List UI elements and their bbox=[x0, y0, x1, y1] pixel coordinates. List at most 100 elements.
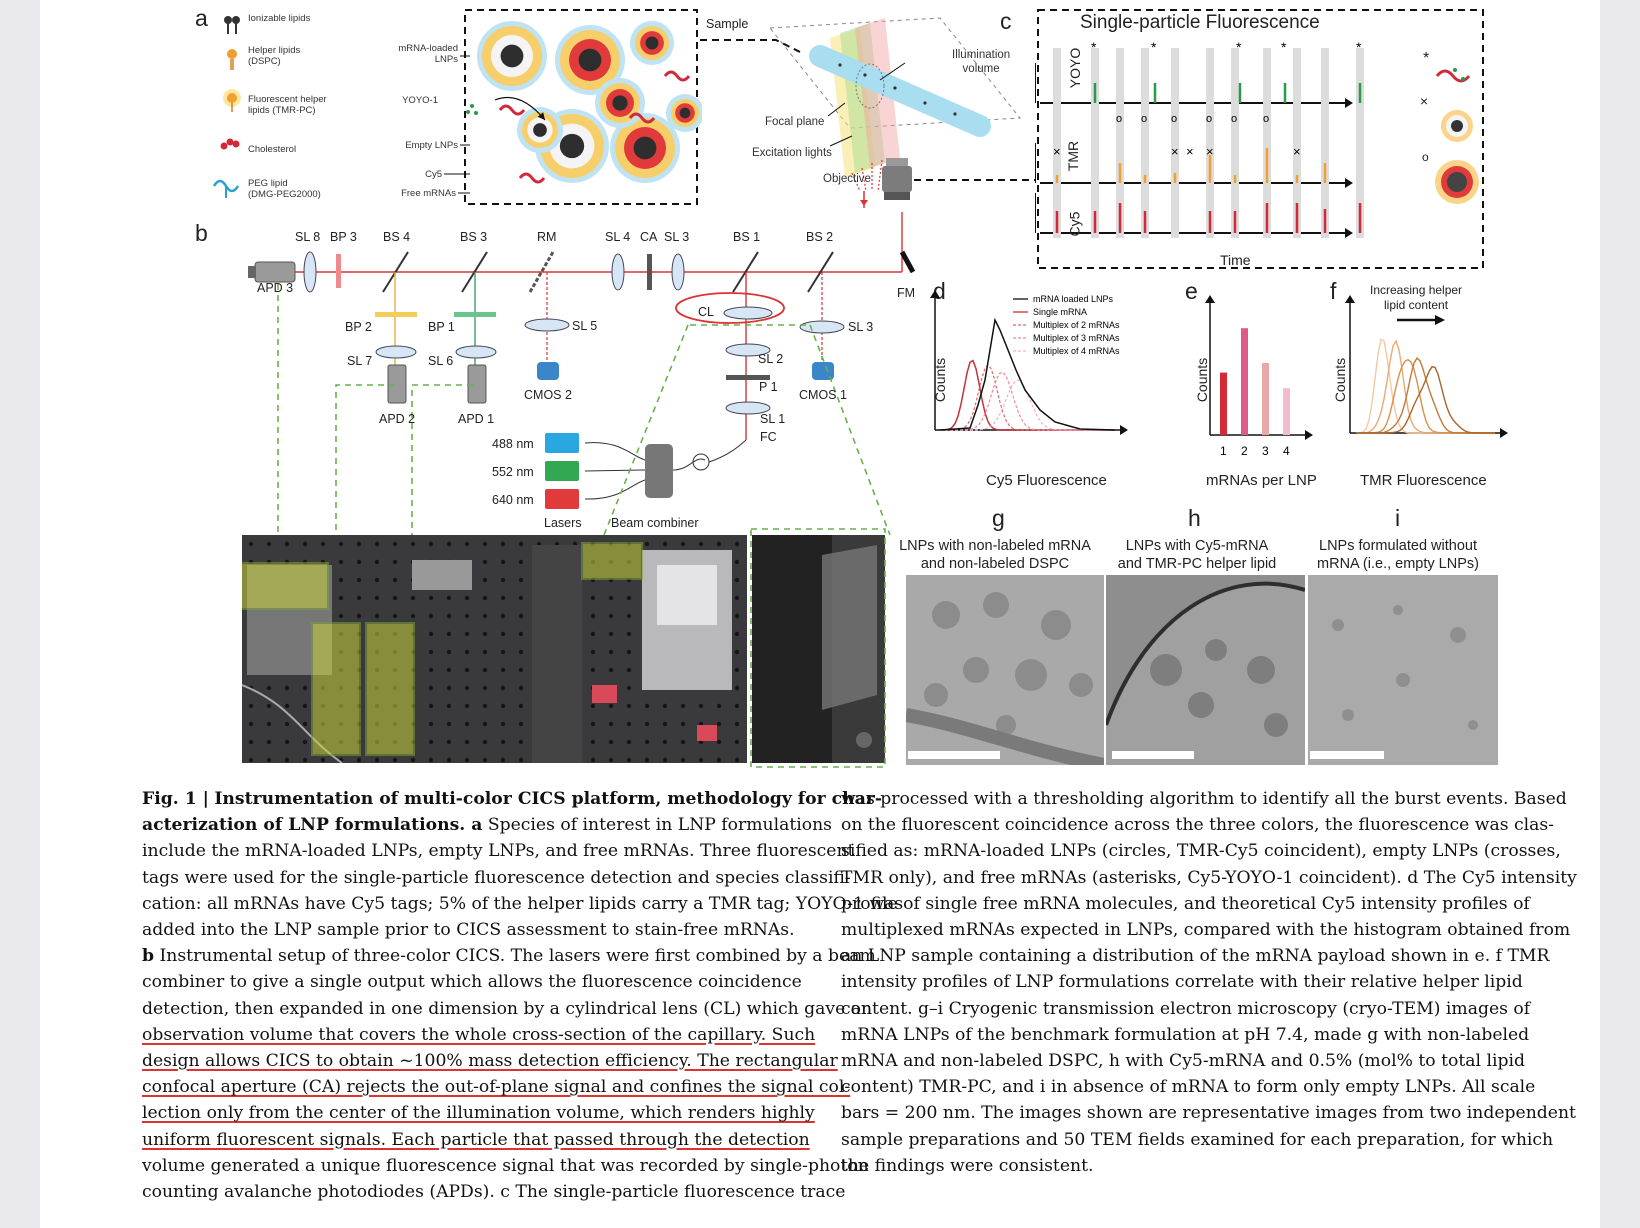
lnp-particle bbox=[630, 21, 674, 65]
caption-line: include the mRNA-loaded LNPs, empty LNPs… bbox=[142, 841, 855, 862]
label-p1: P 1 bbox=[759, 380, 778, 394]
scale-bar bbox=[1112, 751, 1194, 759]
caption-line: mRNA and non-labeled DSPC, h with Cy5-mR… bbox=[841, 1051, 1525, 1072]
panel-a-legend-icons bbox=[212, 16, 241, 198]
d-yarrow bbox=[930, 290, 940, 298]
scale-bar bbox=[1310, 751, 1384, 759]
scale-bar bbox=[908, 751, 1000, 759]
label-sl4: SL 4 bbox=[605, 230, 631, 244]
callout-empty: Empty LNPs bbox=[405, 140, 458, 151]
trace-axis-arrow bbox=[1345, 98, 1353, 108]
circle-marker: o bbox=[1171, 113, 1177, 125]
caption-line: profile of single free mRNA molecules, a… bbox=[841, 893, 1530, 914]
label-bp3: BP 3 bbox=[330, 230, 357, 244]
label-cmos1: CMOS 1 bbox=[799, 388, 847, 402]
sample-label: Sample bbox=[706, 17, 749, 31]
caption-line: added into the LNP sample prior to CICS … bbox=[142, 920, 795, 941]
caption-line: was processed with a thresholding algori… bbox=[841, 789, 1567, 809]
helper-lipid-icon bbox=[227, 49, 237, 70]
f-arrow-head bbox=[1435, 315, 1445, 325]
fig-label: Fig. 1 | bbox=[142, 789, 209, 809]
legend-peg: PEG lipid (DMG-PEG2000) bbox=[248, 178, 321, 200]
species-legend-icons bbox=[1435, 68, 1479, 204]
panel-e-xlabel: mRNAs per LNP bbox=[1206, 472, 1317, 489]
label-ca: CA bbox=[640, 230, 658, 244]
circle-marker: o bbox=[1231, 113, 1237, 125]
caption-line: Fig. 1 | Instrumentation of multi-color … bbox=[142, 786, 882, 812]
focal-plane-label: Focal plane bbox=[765, 116, 825, 128]
setup-photo-zoom bbox=[752, 535, 885, 763]
multiplex-4-curve bbox=[940, 379, 1114, 431]
yoyo-dot bbox=[474, 111, 478, 115]
single-particle-trace: * * * * * o o o o o o × × × × × bbox=[1035, 9, 1484, 269]
e-tick-label: 2 bbox=[1241, 444, 1248, 458]
fluorescent-helper-lipid-icon bbox=[223, 89, 241, 112]
burst-band bbox=[1116, 48, 1124, 238]
asterisk-marker: * bbox=[1236, 39, 1242, 55]
label-sl7: SL 7 bbox=[347, 354, 373, 368]
caption-line: mRNA LNPs of the benchmark formulation a… bbox=[841, 1024, 1530, 1045]
panel-h-letter: h bbox=[1188, 505, 1201, 531]
f-curve bbox=[1357, 365, 1495, 434]
panel-f-xlabel: TMR Fluorescence bbox=[1360, 472, 1487, 489]
lnp-particle bbox=[477, 21, 547, 91]
asterisk-marker: * bbox=[1091, 39, 1097, 55]
free-mrna bbox=[663, 70, 691, 82]
e-tick-label: 3 bbox=[1262, 444, 1269, 458]
caption-line: confocal aperture (CA) rejects the out-o… bbox=[142, 1077, 851, 1098]
e-bar bbox=[1283, 388, 1290, 435]
caption-line: detection, then expanded in one dimensio… bbox=[142, 998, 873, 1019]
caption-left: Fig. 1 | Instrumentation of multi-color … bbox=[142, 786, 903, 1205]
free-mrna bbox=[628, 112, 656, 124]
caption-line: tags were used for the single-particle f… bbox=[142, 867, 851, 888]
tem-image-h bbox=[1106, 575, 1305, 765]
setup-photo bbox=[242, 535, 747, 763]
circle-marker: o bbox=[1206, 113, 1212, 125]
label-bp2: BP 2 bbox=[345, 320, 372, 334]
e-tick-label: 1 bbox=[1220, 444, 1227, 458]
label-bp1: BP 1 bbox=[428, 320, 455, 334]
caption-line: design allows CICS to obtain ~100% mass … bbox=[142, 1051, 838, 1072]
callout-yoyo: YOYO-1 bbox=[402, 95, 438, 106]
lnp-particle bbox=[610, 113, 680, 183]
panel-f-plot bbox=[1345, 295, 1508, 438]
lnp-particle bbox=[517, 107, 563, 153]
caption-line: acterization of LNP formulations. a Spec… bbox=[142, 815, 832, 836]
yoyo-dot bbox=[470, 104, 474, 108]
circle-marker: o bbox=[1263, 113, 1269, 125]
panel-d-ylabel: Counts bbox=[932, 357, 949, 403]
cross-marker: × bbox=[1053, 144, 1061, 159]
trace-time-label: Time bbox=[1220, 252, 1251, 268]
e-xarrow bbox=[1305, 430, 1313, 440]
caption-line: intensity profiles of LNP formulations c… bbox=[841, 972, 1523, 993]
legend-cross: × bbox=[1420, 93, 1429, 109]
beam-combiner-label: Beam combiner bbox=[611, 516, 699, 530]
channel-tmr: TMR bbox=[1065, 140, 1082, 172]
laser-640-label: 640 nm bbox=[492, 493, 534, 507]
label-bs1: BS 1 bbox=[733, 230, 761, 244]
laser-552-label: 552 nm bbox=[492, 465, 534, 479]
cholesterol-icon bbox=[220, 138, 240, 150]
laser-488-label: 488 nm bbox=[492, 437, 534, 451]
panel-i-caption: LNPs formulated without mRNA (i.e., empt… bbox=[1317, 538, 1479, 572]
e-yarrow bbox=[1205, 295, 1215, 303]
legend-fluorescent-helper: Fluorescent helper lipids (TMR-PC) bbox=[248, 94, 327, 116]
tem-image-g bbox=[906, 575, 1104, 765]
circle-marker: o bbox=[1141, 113, 1147, 125]
cross-marker: × bbox=[1186, 144, 1194, 159]
peg-lipid-icon bbox=[212, 179, 240, 198]
objective-label: Objective bbox=[823, 173, 871, 185]
paper-page: a Ionizable lipids Helper lipids (DSPC) … bbox=[40, 0, 1600, 1228]
label-fc: FC bbox=[760, 430, 777, 444]
e-tick-label: 4 bbox=[1283, 444, 1290, 458]
lnp-particle bbox=[555, 25, 625, 95]
panel-b-letter: b bbox=[195, 220, 208, 246]
panel-e-ylabel: Counts bbox=[1194, 357, 1211, 403]
burst-band bbox=[1141, 48, 1149, 238]
d-legend-entry: Multiplex of 4 mRNAs bbox=[1033, 346, 1120, 356]
panel-e-letter: e bbox=[1185, 278, 1198, 304]
label-rm: RM bbox=[537, 230, 557, 244]
caption-line: an LNP sample containing a distribution … bbox=[841, 946, 1550, 967]
objective-icon bbox=[882, 158, 1036, 200]
legend-helper: Helper lipids (DSPC) bbox=[248, 45, 301, 67]
